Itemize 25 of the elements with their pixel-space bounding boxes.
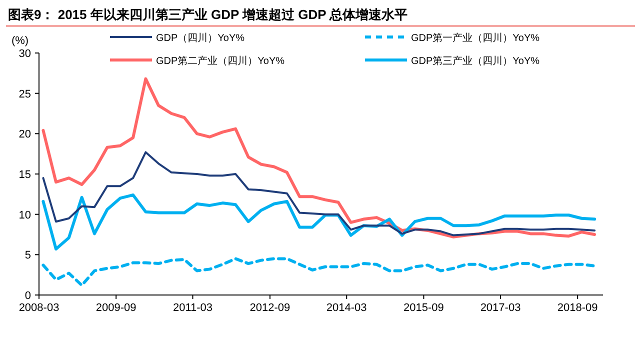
y-tick-label: 20 <box>18 128 31 141</box>
y-tick-label: 0 <box>24 290 31 302</box>
y-axis-title: (%) <box>11 35 29 47</box>
y-tick-label: 25 <box>18 88 31 100</box>
x-tick-label: 2017-03 <box>480 302 521 314</box>
line-series <box>42 193 596 251</box>
legend-label: GDP第三产业（四川）YoY% <box>411 55 540 67</box>
x-tick-label: 2009-09 <box>96 302 136 314</box>
chart-title: 图表9： 2015 年以来四川第三产业 GDP 增速超过 GDP 总体增速水平 <box>8 7 408 22</box>
line-series <box>42 151 596 236</box>
x-tick-label: 2018-09 <box>557 302 598 314</box>
x-tick-label: 2015-09 <box>404 302 444 314</box>
x-tick-label: 2011-03 <box>172 302 213 314</box>
y-tick-label: 15 <box>18 169 31 181</box>
line-series <box>42 257 596 287</box>
legend-label: GDP第一产业（四川）YoY% <box>411 32 540 44</box>
legend-label: GDP第二产业（四川）YoY% <box>156 55 285 67</box>
line-series <box>42 77 596 238</box>
y-tick-label: 10 <box>18 209 31 222</box>
x-tick-label: 2012-09 <box>250 302 290 314</box>
x-tick-label: 2008-03 <box>18 302 60 314</box>
x-tick-label: 2014-03 <box>326 302 367 314</box>
y-tick-label: 30 <box>18 48 31 60</box>
legend-label: GDP（四川）YoY% <box>156 32 245 44</box>
y-tick-label: 5 <box>24 250 31 262</box>
